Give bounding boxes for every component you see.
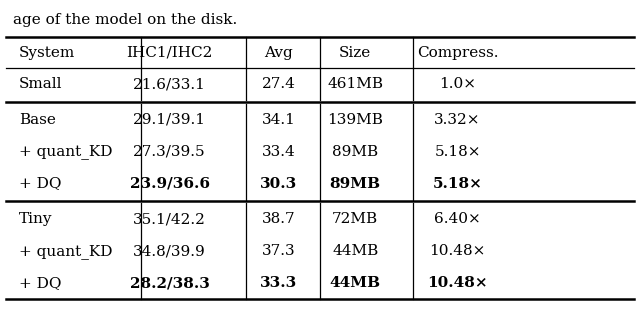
Text: 27.3/39.5: 27.3/39.5 bbox=[133, 145, 206, 159]
Text: age of the model on the disk.: age of the model on the disk. bbox=[13, 13, 237, 27]
Text: 28.2/38.3: 28.2/38.3 bbox=[130, 276, 209, 290]
Text: Size: Size bbox=[339, 46, 371, 60]
Text: 10.48×: 10.48× bbox=[429, 244, 486, 258]
Text: IHC1/IHC2: IHC1/IHC2 bbox=[127, 46, 212, 60]
Text: + quant_KD: + quant_KD bbox=[19, 144, 113, 159]
Text: 89MB: 89MB bbox=[332, 145, 378, 159]
Text: 33.4: 33.4 bbox=[262, 145, 295, 159]
Text: 38.7: 38.7 bbox=[262, 212, 295, 227]
Text: 27.4: 27.4 bbox=[262, 77, 295, 91]
Text: Compress.: Compress. bbox=[417, 46, 499, 60]
Text: Avg: Avg bbox=[264, 46, 292, 60]
Text: 23.9/36.6: 23.9/36.6 bbox=[130, 176, 210, 191]
Text: 37.3: 37.3 bbox=[262, 244, 295, 258]
Text: 29.1/39.1: 29.1/39.1 bbox=[133, 113, 206, 127]
Text: + DQ: + DQ bbox=[19, 276, 61, 290]
Text: 34.1: 34.1 bbox=[262, 113, 295, 127]
Text: Base: Base bbox=[19, 113, 56, 127]
Text: 21.6/33.1: 21.6/33.1 bbox=[133, 77, 206, 91]
Text: 139MB: 139MB bbox=[327, 113, 383, 127]
Text: + DQ: + DQ bbox=[19, 176, 61, 191]
Text: 72MB: 72MB bbox=[332, 212, 378, 227]
Text: 6.40×: 6.40× bbox=[434, 212, 481, 227]
Text: 89MB: 89MB bbox=[330, 176, 381, 191]
Text: Tiny: Tiny bbox=[19, 212, 52, 227]
Text: 33.3: 33.3 bbox=[260, 276, 297, 290]
Text: 5.18×: 5.18× bbox=[435, 145, 481, 159]
Text: 44MB: 44MB bbox=[332, 244, 378, 258]
Text: 35.1/42.2: 35.1/42.2 bbox=[133, 212, 206, 227]
Text: 10.48×: 10.48× bbox=[428, 276, 488, 290]
Text: Small: Small bbox=[19, 77, 63, 91]
Text: 5.18×: 5.18× bbox=[433, 176, 483, 191]
Text: 1.0×: 1.0× bbox=[439, 77, 476, 91]
Text: 461MB: 461MB bbox=[327, 77, 383, 91]
Text: + quant_KD: + quant_KD bbox=[19, 244, 113, 259]
Text: System: System bbox=[19, 46, 76, 60]
Text: 44MB: 44MB bbox=[330, 276, 381, 290]
Text: 30.3: 30.3 bbox=[260, 176, 297, 191]
Text: 34.8/39.9: 34.8/39.9 bbox=[133, 244, 206, 258]
Text: 3.32×: 3.32× bbox=[435, 113, 481, 127]
